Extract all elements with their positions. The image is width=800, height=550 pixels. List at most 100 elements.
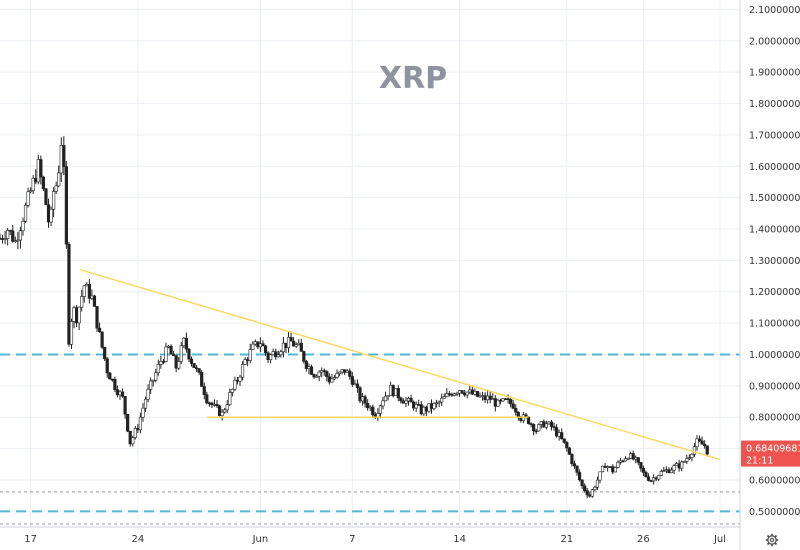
candle-body bbox=[187, 348, 191, 360]
candle-body bbox=[381, 400, 385, 407]
candle-body bbox=[685, 458, 689, 462]
candle-body bbox=[90, 295, 94, 299]
candle-body bbox=[697, 438, 702, 442]
x-tick-label: 14 bbox=[453, 534, 466, 545]
candle-body bbox=[700, 440, 704, 445]
candle-body bbox=[289, 337, 293, 342]
candle-body bbox=[585, 490, 589, 496]
candle-body bbox=[664, 469, 668, 471]
candle-body bbox=[483, 395, 487, 401]
candle-body bbox=[95, 306, 99, 329]
y-tick-label: 0.90000000 bbox=[749, 381, 800, 392]
candle-body bbox=[133, 428, 137, 438]
candle-body bbox=[623, 458, 628, 462]
candle-body bbox=[646, 476, 651, 481]
candle-body bbox=[154, 372, 158, 381]
y-tick-label: 1.70000000 bbox=[749, 130, 800, 141]
candle-body bbox=[450, 394, 454, 396]
candle-body bbox=[649, 480, 653, 482]
candle-body bbox=[299, 342, 303, 352]
candle-body bbox=[371, 406, 375, 415]
trendline[interactable] bbox=[80, 269, 721, 461]
candle-body bbox=[177, 361, 181, 369]
candle-body bbox=[424, 406, 428, 412]
candle-body bbox=[475, 391, 480, 397]
candle-body bbox=[687, 457, 691, 459]
x-tick-label: 21 bbox=[560, 534, 573, 545]
candle-body bbox=[29, 190, 33, 193]
candle-body bbox=[274, 351, 278, 358]
candle-body bbox=[677, 463, 681, 469]
candle-body bbox=[595, 479, 600, 488]
candle-body bbox=[667, 469, 671, 474]
candle-body bbox=[506, 398, 510, 401]
y-tick-label: 1.00000000 bbox=[749, 350, 800, 361]
candle-body bbox=[562, 438, 566, 443]
candle-body bbox=[87, 284, 91, 299]
candle-body bbox=[212, 403, 217, 406]
candle-body bbox=[503, 398, 508, 400]
candle-body bbox=[465, 391, 469, 396]
candle-body bbox=[240, 364, 245, 378]
candle-body bbox=[409, 398, 413, 403]
candle-body bbox=[123, 396, 127, 415]
candles bbox=[0, 136, 709, 499]
candle-body bbox=[631, 453, 635, 460]
trendlines[interactable] bbox=[80, 269, 721, 461]
candle-body bbox=[138, 416, 143, 431]
candle-body bbox=[26, 191, 30, 206]
candle-body bbox=[286, 337, 291, 349]
candle-body bbox=[473, 391, 477, 395]
candle-body bbox=[103, 346, 107, 360]
candle-body bbox=[560, 432, 564, 440]
candle-body bbox=[432, 403, 436, 409]
candle-body bbox=[23, 205, 28, 222]
candle-body bbox=[256, 341, 260, 348]
gear-icon[interactable] bbox=[765, 533, 779, 547]
candle-body bbox=[491, 398, 495, 400]
candle-body bbox=[537, 424, 541, 432]
candle-body bbox=[246, 359, 250, 361]
candle-body bbox=[16, 239, 20, 242]
candle-body bbox=[54, 185, 58, 192]
candle-body bbox=[363, 396, 367, 404]
candle-body bbox=[85, 284, 89, 287]
candle-body bbox=[457, 390, 462, 394]
candle-body bbox=[343, 369, 347, 373]
candle-body bbox=[634, 457, 638, 460]
candle-body bbox=[164, 346, 168, 362]
chart-title-watermark: XRP bbox=[379, 61, 447, 96]
candle-body bbox=[572, 463, 577, 467]
candle-body bbox=[52, 191, 56, 210]
time-axis[interactable]: 17 24 Jun 7 14 21 26 Jul bbox=[24, 534, 726, 545]
candle-body bbox=[169, 345, 173, 355]
candle-body bbox=[235, 379, 240, 382]
candle-body bbox=[233, 379, 237, 390]
candle-body bbox=[92, 295, 97, 307]
candle-body bbox=[662, 470, 666, 472]
candle-body bbox=[294, 344, 298, 347]
candle-body bbox=[417, 404, 421, 406]
candle-body bbox=[447, 393, 451, 395]
candle-body bbox=[118, 391, 122, 396]
candle-body bbox=[335, 373, 339, 378]
candle-body bbox=[74, 307, 79, 324]
candle-body bbox=[394, 388, 398, 397]
candle-body bbox=[67, 243, 71, 345]
candle-body bbox=[519, 417, 523, 421]
candle-body bbox=[8, 230, 12, 232]
candle-body bbox=[378, 405, 383, 414]
candle-body bbox=[151, 379, 155, 382]
candle-body bbox=[659, 471, 663, 476]
candle-body bbox=[57, 172, 61, 187]
candle-body bbox=[386, 395, 390, 397]
candle-body bbox=[463, 392, 467, 396]
grid-lines bbox=[0, 0, 740, 527]
candle-body bbox=[340, 369, 344, 373]
candle-body bbox=[616, 462, 620, 468]
candle-body bbox=[59, 145, 63, 174]
candle-body bbox=[189, 358, 194, 364]
